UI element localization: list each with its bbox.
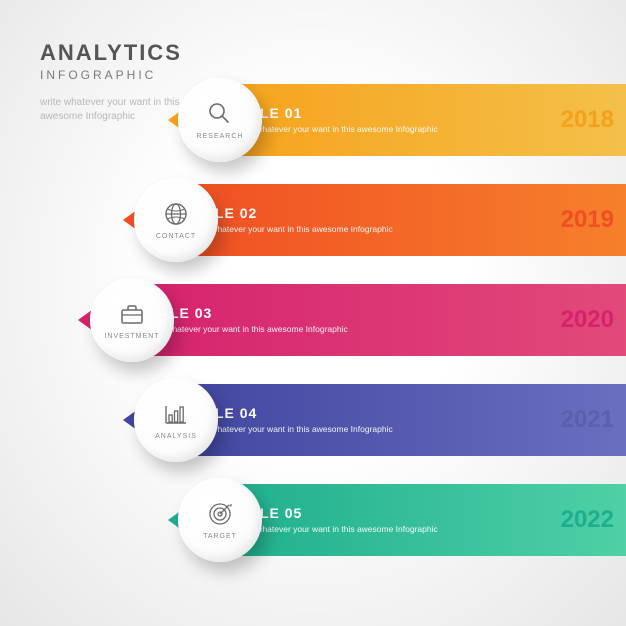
bar-chart-icon xyxy=(162,400,190,428)
icon-badge: RESEARCH xyxy=(178,78,262,162)
arrow-content: TITLE 05 write whatever your want in this… xyxy=(236,484,530,556)
globe-icon xyxy=(162,200,190,228)
infographic-rows: TITLE 01 write whatever your want in this… xyxy=(0,70,626,570)
page-title-main: ANALYTICS xyxy=(40,40,182,66)
arrow-content: TITLE 01 write whatever your want in this… xyxy=(236,84,530,156)
infographic-row: TITLE 04 write whatever your want in this… xyxy=(0,370,626,470)
arrow: TITLE 04 write whatever your want in this… xyxy=(171,384,626,456)
arrow-title: TITLE 04 xyxy=(191,405,530,421)
arrow-description: write whatever your want in this awesome… xyxy=(236,524,530,535)
arrow-description: write whatever your want in this awesome… xyxy=(191,424,530,435)
arrow-year: 2022 xyxy=(561,484,614,556)
arrow-year: 2020 xyxy=(561,284,614,356)
arrow-title: TITLE 02 xyxy=(191,205,530,221)
arrow-year: 2021 xyxy=(561,384,614,456)
infographic-row: TITLE 03 write whatever your want in this… xyxy=(0,270,626,370)
arrow-year: 2019 xyxy=(561,184,614,256)
arrow: TITLE 03 write whatever your want in this… xyxy=(126,284,626,356)
icon-badge: CONTACT xyxy=(134,178,218,262)
arrow-title: TITLE 05 xyxy=(236,505,530,521)
badge-label: INVESTMENT xyxy=(104,333,159,340)
arrow-title: TITLE 03 xyxy=(146,305,530,321)
arrow-content: TITLE 02 write whatever your want in this… xyxy=(191,184,530,256)
arrow-title: TITLE 01 xyxy=(236,105,530,121)
badge-label: ANALYSIS xyxy=(155,433,197,440)
icon-badge: INVESTMENT xyxy=(90,278,174,362)
infographic-row: TITLE 05 write whatever your want in this… xyxy=(0,470,626,570)
icon-badge: TARGET xyxy=(178,478,262,562)
badge-label: TARGET xyxy=(203,533,237,540)
target-icon xyxy=(206,500,234,528)
arrow-description: write whatever your want in this awesome… xyxy=(191,224,530,235)
icon-badge: ANALYSIS xyxy=(134,378,218,462)
arrow-description: write whatever your want in this awesome… xyxy=(236,124,530,135)
magnifier-icon xyxy=(206,100,234,128)
arrow-description: write whatever your want in this awesome… xyxy=(146,324,530,335)
badge-label: RESEARCH xyxy=(197,133,244,140)
arrow: TITLE 02 write whatever your want in this… xyxy=(171,184,626,256)
badge-label: CONTACT xyxy=(156,233,196,240)
arrow: TITLE 01 write whatever your want in this… xyxy=(216,84,626,156)
briefcase-icon xyxy=(118,300,146,328)
arrow: TITLE 05 write whatever your want in this… xyxy=(216,484,626,556)
arrow-year: 2018 xyxy=(561,84,614,156)
infographic-row: TITLE 02 write whatever your want in this… xyxy=(0,170,626,270)
arrow-content: TITLE 04 write whatever your want in this… xyxy=(191,384,530,456)
arrow-content: TITLE 03 write whatever your want in this… xyxy=(146,284,530,356)
infographic-row: TITLE 01 write whatever your want in this… xyxy=(0,70,626,170)
